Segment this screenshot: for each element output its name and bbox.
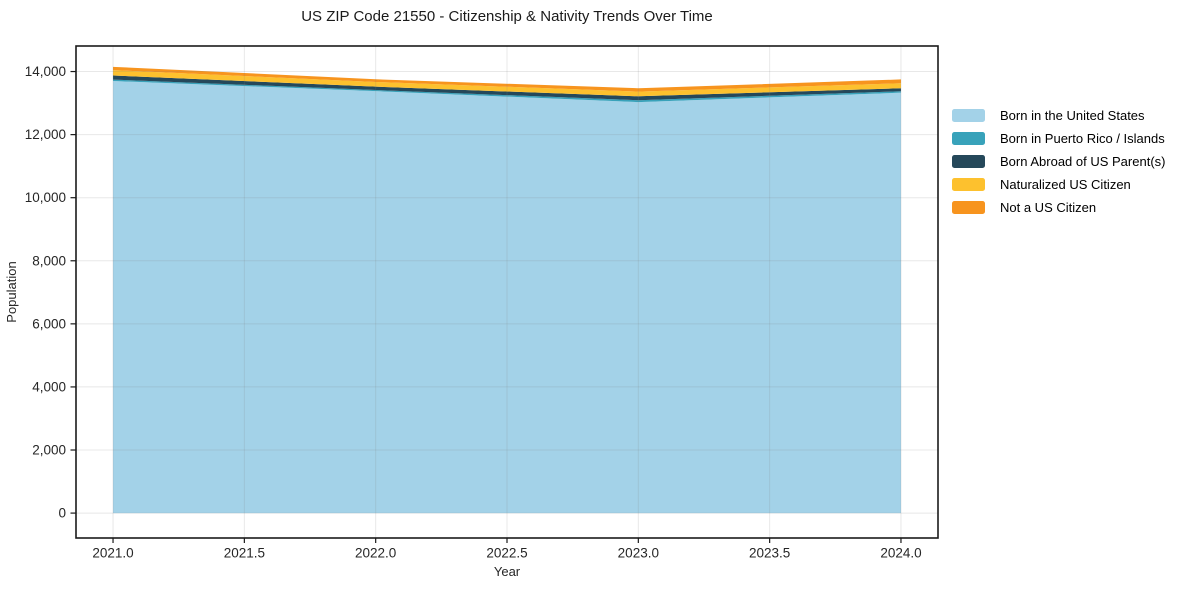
x-axis-title: Year [494,564,521,579]
legend-label: Born in Puerto Rico / Islands [1000,131,1165,146]
axis-ticks [70,70,902,543]
legend-swatch-born-abroad-of-us-parent-s [952,155,985,168]
x-tick-labels: 2021.0 2021.5 2022.0 2022.5 2023.0 2023.5 2024… [92,546,921,561]
x-tick-label: 2021.0 [92,546,133,561]
plot-area: 2021.0 2021.5 2022.0 2022.5 2023.0 2023.5 2024… [25,45,939,561]
x-tick-label: 2021.5 [224,546,265,561]
y-tick-label: 10,000 [25,190,66,205]
y-tick-label: 6,000 [32,316,66,331]
legend-swatch-naturalized-us-citizen [952,178,985,191]
legend-item-born-in-the-united-states: Born in the United States [952,104,1165,127]
x-tick-label: 2024.0 [880,546,921,561]
legend: Born in the United States Born in Puerto … [952,104,1165,219]
legend-label: Born in the United States [1000,108,1145,123]
legend-swatch-born-in-the-united-states [952,109,985,122]
legend-label: Naturalized US Citizen [1000,177,1131,192]
x-tick-label: 2022.5 [486,546,527,561]
legend-swatch-not-a-us-citizen [952,201,985,214]
y-tick-label: 14,000 [25,64,66,79]
chart-title: US ZIP Code 21550 - Citizenship & Nativi… [301,8,713,25]
legend-label: Not a US Citizen [1000,200,1097,215]
y-tick-label: 0 [58,506,66,521]
area-naturalized-us-citizen [113,70,901,97]
y-tick-label: 4,000 [32,379,66,394]
y-tick-label: 12,000 [25,127,66,142]
y-tick-labels: 0 2,000 4,000 6,000 8,000 10,000 12,000 14,000 [25,64,66,521]
y-axis-title: Population [4,261,19,322]
legend-item-not-a-us-citizen: Not a US Citizen [952,196,1165,219]
legend-swatch-born-in-puerto-rico-islands [952,132,985,145]
x-tick-label: 2022.0 [355,546,396,561]
x-tick-label: 2023.0 [618,546,659,561]
legend-item-naturalized-us-citizen: Naturalized US Citizen [952,173,1165,196]
legend-item-born-in-puerto-rico-islands: Born in Puerto Rico / Islands [952,127,1165,150]
legend-item-born-abroad-of-us-parent-s: Born Abroad of US Parent(s) [952,150,1165,173]
x-tick-label: 2023.5 [749,546,790,561]
gridlines [76,46,938,538]
area-born-in-the-united-states [113,81,901,514]
area-not-a-us-citizen [113,66,901,92]
y-tick-label: 8,000 [32,253,66,268]
legend-label: Born Abroad of US Parent(s) [1000,154,1166,169]
y-tick-label: 2,000 [32,443,66,458]
